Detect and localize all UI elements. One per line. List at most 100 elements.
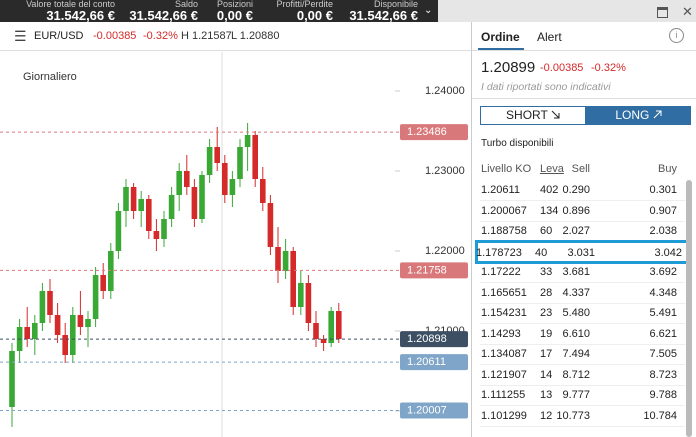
instrument-bar: ☰ EUR/USD -0.00385 -0.32% H 1.21587 L 1.…: [0, 22, 471, 51]
cell: 3.681: [562, 266, 590, 278]
table-row[interactable]: 1.134087 17 7.494 7.505: [480, 344, 685, 365]
account-value: 31.542,66 €: [46, 8, 115, 23]
table-header: Livello KO Leva Sell Buy: [480, 159, 685, 179]
column-header: Sell: [571, 163, 590, 175]
table-row[interactable]: 1.20611 402 0.290 0.301: [480, 180, 685, 201]
account-value: 31.542,66 €: [349, 8, 418, 23]
cell: 9.777: [562, 389, 590, 401]
info[interactable]: i: [669, 28, 684, 43]
table-row[interactable]: 1.14293 19 6.610 6.621: [480, 324, 685, 345]
candle-body: [184, 171, 190, 187]
account-item: Valore totale del conto 31.542,66 €: [0, 0, 115, 22]
long-button[interactable]: LONG: [586, 106, 691, 125]
cell: 0.290: [562, 184, 590, 196]
cell: 5.480: [562, 307, 590, 319]
table-row[interactable]: 1.121907 14 8.712 8.723: [480, 365, 685, 386]
candle-body: [313, 323, 319, 339]
candle-body: [85, 319, 91, 327]
scrollbar[interactable]: [686, 180, 692, 437]
candle-body: [237, 147, 243, 179]
candle-body: [328, 311, 334, 343]
cell: 1.200067: [481, 204, 527, 217]
candle-body: [298, 283, 304, 307]
table-row[interactable]: 1.111255 13 9.777 9.788: [480, 385, 685, 406]
account-label: Disponibile: [373, 0, 418, 9]
candle-body: [290, 251, 296, 307]
candle-body: [146, 199, 152, 231]
menu[interactable]: ☰: [14, 28, 27, 44]
candle-body: [222, 163, 228, 195]
maximize[interactable]: [657, 7, 668, 18]
candle-body: [108, 251, 114, 291]
candle-body: [77, 315, 84, 327]
candle-body: [199, 175, 205, 219]
account-value: 0,00 €: [296, 8, 333, 23]
candle-body: [123, 187, 129, 211]
table-row[interactable]: 1.101299 12 10.773 10.784: [480, 406, 685, 427]
arrow: [653, 110, 662, 119]
tab[interactable]: Alert: [537, 30, 562, 44]
cell: 12: [540, 409, 553, 422]
candle-body: [70, 315, 76, 355]
cell: 8.712: [562, 368, 590, 381]
column-header: Buy: [658, 163, 677, 175]
divider: [472, 98, 696, 99]
table-row[interactable]: 1.17222 33 3.681 3.692: [480, 262, 685, 283]
cell: 10.784: [643, 409, 677, 422]
table-row[interactable]: 1.178723 40 3.031 3.042: [475, 239, 690, 264]
cell: 1.17222: [481, 266, 521, 278]
symbol: EUR/USD: [34, 30, 84, 42]
cell: 134: [540, 204, 559, 217]
candle-body: [260, 179, 266, 203]
account-bar: Valore totale del conto 31.542,66 € Saldo 3…: [0, 0, 438, 22]
short-button[interactable]: SHORT: [480, 106, 586, 125]
cell: 1.154231: [481, 307, 527, 319]
cell: 1.165651: [481, 286, 527, 299]
change: -0.00385: [93, 30, 137, 42]
level-box: [400, 354, 468, 371]
cell: 23: [540, 307, 553, 319]
close[interactable]: ✕: [682, 4, 693, 19]
note: I dati riportati sono indicativi: [481, 81, 611, 93]
candle-body: [115, 211, 122, 251]
window-bar: ⌄ ✕: [424, 0, 696, 22]
table-row[interactable]: 1.200067 134 0.896 0.907: [480, 201, 685, 222]
cell: 2.027: [562, 225, 590, 237]
table-row[interactable]: 1.154231 23 5.480 5.491: [480, 303, 685, 324]
candle-body: [282, 251, 289, 271]
candle-body: [62, 335, 68, 355]
cell: 40: [535, 246, 548, 259]
cell: 6.621: [649, 327, 677, 340]
account-value: 0,00 €: [216, 8, 253, 23]
candle-body: [229, 179, 236, 195]
candle-body: [206, 147, 213, 175]
candle-body: [161, 219, 167, 239]
account-item: Posizioni 0,00 €: [198, 0, 253, 22]
cell: 3.031: [567, 246, 595, 259]
candle-body: [275, 247, 281, 271]
dropdown[interactable]: ⌄: [424, 5, 433, 16]
candle-body: [191, 187, 198, 219]
level-label: 1.23486: [407, 126, 447, 138]
cell: 1.14293: [481, 327, 521, 340]
cell: 10.773: [556, 409, 590, 422]
chart: Giornaliero 1.240001.230001.220001.21000…: [0, 52, 468, 437]
candle-body: [267, 203, 274, 247]
cell: 0.896: [562, 204, 590, 217]
account-label: Profitti/Perdite: [276, 0, 333, 9]
level-label: 1.21758: [407, 264, 447, 276]
candle-body: [336, 311, 342, 339]
tab[interactable]: Ordine: [481, 30, 520, 44]
candle-body: [153, 231, 160, 239]
table-row[interactable]: 1.165651 28 4.337 4.348: [480, 283, 685, 304]
low: L 1.20880: [231, 30, 280, 42]
candle-body: [92, 275, 99, 319]
account-item: Disponibile 31.542,66 €: [333, 0, 418, 22]
candle-body: [9, 351, 15, 407]
level-label: 1.20611: [407, 356, 446, 368]
divider: [472, 50, 696, 51]
cell: 1.121907: [481, 368, 527, 381]
candle-body: [130, 187, 137, 211]
cell: 5.491: [649, 307, 677, 319]
